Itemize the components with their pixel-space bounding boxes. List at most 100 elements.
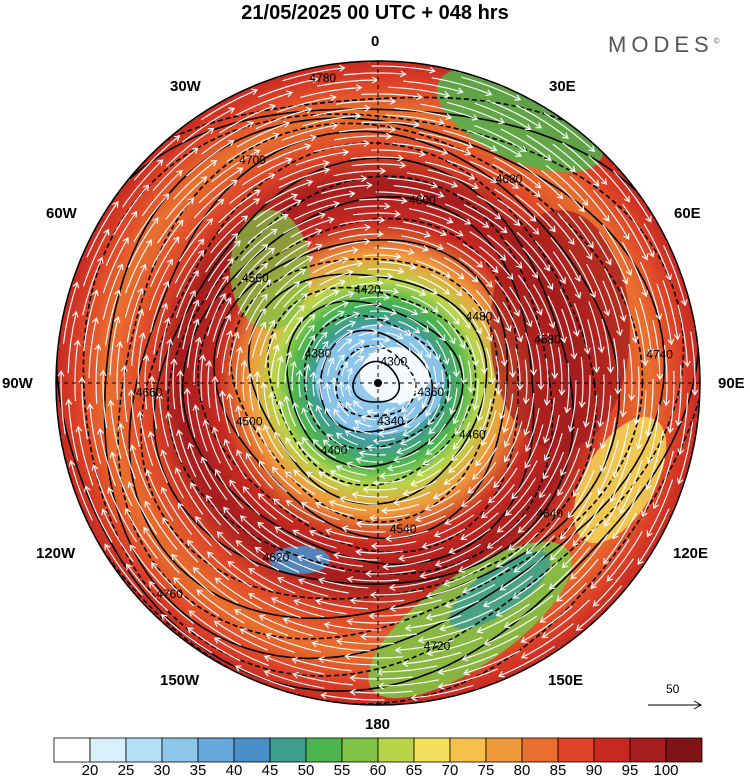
streamline — [418, 625, 475, 642]
streamline-arrow-icon — [103, 228, 110, 236]
streamline-arrow-icon — [293, 598, 301, 606]
streamline-arrow-icon — [397, 349, 404, 357]
streamline-arrow-icon — [497, 670, 505, 678]
streamline — [201, 121, 254, 155]
streamline-arrow-icon — [439, 387, 447, 395]
contour-label: 4380 — [305, 346, 332, 360]
streamline-arrow-icon — [303, 363, 311, 371]
streamline — [495, 356, 500, 395]
streamline — [569, 380, 577, 432]
streamline — [378, 679, 439, 687]
height-contour — [153, 157, 575, 585]
height-contour — [247, 273, 488, 505]
streamline-arrow-icon — [392, 287, 400, 295]
streamline — [662, 280, 679, 340]
contour-label: 4300 — [380, 355, 407, 369]
streamline — [639, 261, 661, 320]
streamline — [513, 562, 558, 599]
streamline — [568, 249, 596, 298]
streamline — [144, 355, 148, 410]
reference-arrow-icon — [648, 700, 703, 710]
streamline — [265, 180, 313, 204]
contour-label: 4420 — [354, 283, 381, 297]
streamline-arrow-icon — [467, 386, 475, 394]
streamline — [293, 529, 337, 549]
streamline-arrow-icon — [410, 694, 418, 702]
streamline-arrow-icon — [493, 316, 500, 324]
streamline — [272, 466, 302, 495]
streamline-arrow-icon — [272, 344, 280, 352]
streamline — [263, 136, 316, 157]
streamline-arrow-icon — [356, 260, 364, 268]
streamline-arrow-icon — [293, 469, 301, 477]
streamline-arrow-icon — [422, 325, 430, 333]
streamline — [544, 397, 555, 443]
streamline-arrow-icon — [471, 182, 479, 190]
streamline-arrow-icon — [464, 148, 472, 156]
streamline — [353, 212, 400, 216]
streamline-arrow-icon — [612, 471, 619, 479]
streamline-arrow-icon — [572, 539, 579, 547]
streamline — [370, 149, 425, 156]
streamline-arrow-icon — [270, 332, 277, 340]
streamline — [463, 204, 508, 233]
streamline — [401, 235, 444, 250]
streamline-arrow-icon — [525, 320, 533, 328]
streamline — [295, 151, 349, 166]
height-contour — [335, 344, 417, 418]
streamline-arrow-icon — [460, 500, 468, 507]
contour-label: 4680 — [496, 172, 523, 186]
streamline — [443, 256, 479, 283]
streamline-arrow-icon — [345, 461, 353, 469]
contour-label: 4460 — [459, 428, 486, 442]
streamline-arrow-icon — [425, 613, 433, 621]
streamline-arrow-icon — [364, 570, 372, 578]
streamline — [125, 508, 158, 559]
streamline — [110, 400, 122, 459]
streamline — [523, 295, 543, 339]
streamline-arrow-icon — [574, 275, 581, 283]
streamline — [350, 676, 413, 680]
streamline-arrow-icon — [206, 551, 214, 558]
streamline — [483, 575, 533, 607]
streamline — [207, 361, 211, 408]
streamline-arrow-icon — [236, 449, 243, 457]
streamline — [294, 599, 347, 615]
streamline-arrow-icon — [615, 329, 623, 337]
streamline-arrow-icon — [187, 627, 194, 634]
streamline-arrow-icon — [294, 199, 302, 206]
streamline — [207, 240, 241, 282]
streamline — [641, 458, 665, 517]
streamline-arrow-icon — [606, 575, 614, 582]
streamline — [350, 690, 413, 694]
streamline-arrow-icon — [206, 218, 214, 225]
streamline-arrow-icon — [349, 190, 356, 198]
streamline-arrow-icon — [315, 228, 323, 236]
streamline-arrow-icon — [268, 391, 276, 399]
streamline-arrow-icon — [444, 518, 452, 525]
streamline-arrow-icon — [560, 469, 567, 477]
streamline — [392, 142, 448, 154]
streamline-arrow-icon — [324, 407, 332, 415]
streamline — [242, 361, 246, 401]
streamline — [235, 91, 293, 116]
streamline — [328, 240, 370, 251]
streamline — [339, 128, 395, 133]
streamline-arrow-icon — [647, 348, 655, 356]
streamline — [435, 543, 481, 566]
streamline-arrow-icon — [306, 400, 314, 408]
streamline-arrow-icon — [656, 373, 664, 381]
contour-label: 4480 — [466, 309, 493, 323]
lon-label-30w: 30W — [170, 78, 201, 95]
streamline-arrow-icon — [407, 248, 415, 255]
streamline-arrow-icon — [417, 636, 425, 644]
streamline-arrow-icon — [323, 167, 331, 174]
streamline — [158, 318, 170, 372]
streamline — [240, 515, 280, 548]
contour-label: 4660 — [136, 386, 163, 400]
streamline-arrow-icon — [655, 313, 663, 321]
streamline-arrow-icon — [520, 652, 528, 659]
streamline — [244, 279, 271, 316]
streamline — [557, 203, 594, 248]
